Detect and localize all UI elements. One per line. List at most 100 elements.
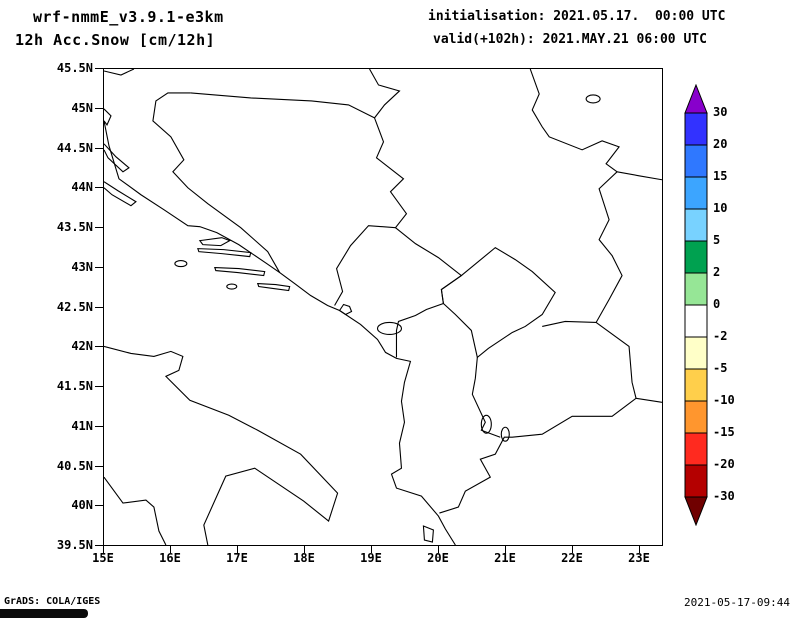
island-pag [104,143,130,173]
y-tick-mark [95,465,103,467]
colorbar-tick-label: -20 [713,457,735,471]
coastline-east-adriatic [104,120,456,545]
colorbar-tick-label: 30 [713,105,728,119]
y-tick-mark [95,386,103,387]
colorbar-tick-label: -30 [713,489,735,503]
bottom-left-bar [0,609,88,618]
island-brac [198,237,232,247]
x-tick-mark [304,546,305,553]
valid-time-label: valid(+102h): 2021.MAY.21 06:00 UTC [433,32,707,47]
x-tick-mark [103,546,104,553]
y-tick-label: 40N [71,498,93,513]
x-tick-label: 20E [427,551,449,565]
small-lake-northeast [585,94,601,104]
colorbar-arrow-bottom [684,496,708,526]
x-tick-mark [438,546,439,553]
bay-of-kotor [338,303,353,316]
lake-skadar [376,321,403,335]
y-tick-label: 44N [71,180,93,195]
map-frame [103,68,663,546]
y-tick-label: 43.5N [56,220,93,234]
island-krk [104,108,112,126]
colorbar-band [684,464,708,498]
border-albania-macedonia [471,357,501,438]
border-sava [190,92,375,119]
y-tick-label: 45N [71,100,93,115]
y-tick-label: 41N [71,418,93,433]
x-tick-mark [572,546,573,553]
colorbar-band [684,240,708,274]
y-tick-mark [95,147,103,149]
init-time-label: initialisation: 2021.05.17. 00:00 UTC [428,9,726,24]
model-title: wrf-nmmE_v3.9.1-e3km [33,8,224,26]
colorbar-band [684,112,708,146]
colorbar-band [684,336,708,370]
y-tick-mark [95,346,103,348]
colorbar-tick-label: 0 [713,297,721,311]
x-tick-mark [639,546,640,553]
lake-prespa [500,426,510,442]
colorbar-band [684,176,708,210]
coastline-italy-adriatic [104,345,339,545]
border-macedonia-greece-albania [439,322,637,514]
colorbar-tick-label: 10 [713,201,728,215]
island-vis [174,260,188,268]
colorbar-tick-label: -15 [713,425,735,439]
colorbar [684,84,708,526]
lake-ohrid [480,414,492,434]
y-tick-mark [95,545,103,546]
grads-credit: GrADS: COLA/IGES [4,596,101,607]
x-tick-mark [505,546,506,553]
island-korcula [214,267,266,277]
colorbar-tick-label: -2 [713,329,728,343]
y-tick-mark [95,505,103,507]
x-tick-label: 16E [159,551,181,565]
border-greece-bulgaria [635,397,662,403]
colorbar-band [684,272,708,306]
y-tick-mark [95,266,103,268]
border-kosovo [440,246,556,359]
colorbar-tick-label: -5 [713,361,728,375]
island-mljet [256,282,291,292]
colorbar-band [684,304,708,338]
island-hvar [197,248,252,258]
y-tick-label: 42.5N [56,299,93,314]
colorbar-tick-label: -10 [713,393,735,407]
colorbar-band [684,368,708,402]
x-tick-label: 15E [92,551,114,565]
island-lastovo [226,283,238,290]
colorbar-band [684,208,708,242]
field-title: 12h Acc.Snow [cm/12h] [15,31,216,49]
colorbar-tick-label: 20 [713,137,728,151]
colorbar-arrow-top [684,84,708,114]
colorbar-band [684,144,708,178]
y-tick-label: 39.5N [56,538,93,552]
x-tick-label: 22E [561,551,583,565]
x-tick-mark [170,546,171,553]
x-tick-label: 21E [494,551,516,565]
colorbar-band [684,400,708,434]
y-tick-label: 44.5N [56,140,93,155]
x-tick-mark [371,546,372,553]
island-corfu [422,525,434,543]
y-tick-mark [95,306,103,308]
colorbar-band [684,432,708,466]
border-serbia-romania-bulgaria [529,69,623,327]
y-tick-label: 41.5N [56,379,93,393]
colorbar-tick-label: 2 [713,265,721,279]
y-tick-mark [95,227,103,228]
x-tick-label: 23E [628,551,650,565]
x-tick-label: 18E [293,551,315,565]
y-tick-label: 40.5N [56,458,93,473]
y-tick-mark [95,187,103,189]
border-serbia-drina [334,69,408,306]
border-montenegro [395,227,463,358]
border-danube [616,171,662,181]
border-croatia-bosnia [152,92,281,273]
y-tick-label: 43N [71,259,93,274]
island-dugi-otok [104,181,137,207]
x-tick-label: 19E [360,551,382,565]
colorbar-tick-label: 15 [713,169,728,183]
y-tick-label: 45.5N [56,61,93,75]
